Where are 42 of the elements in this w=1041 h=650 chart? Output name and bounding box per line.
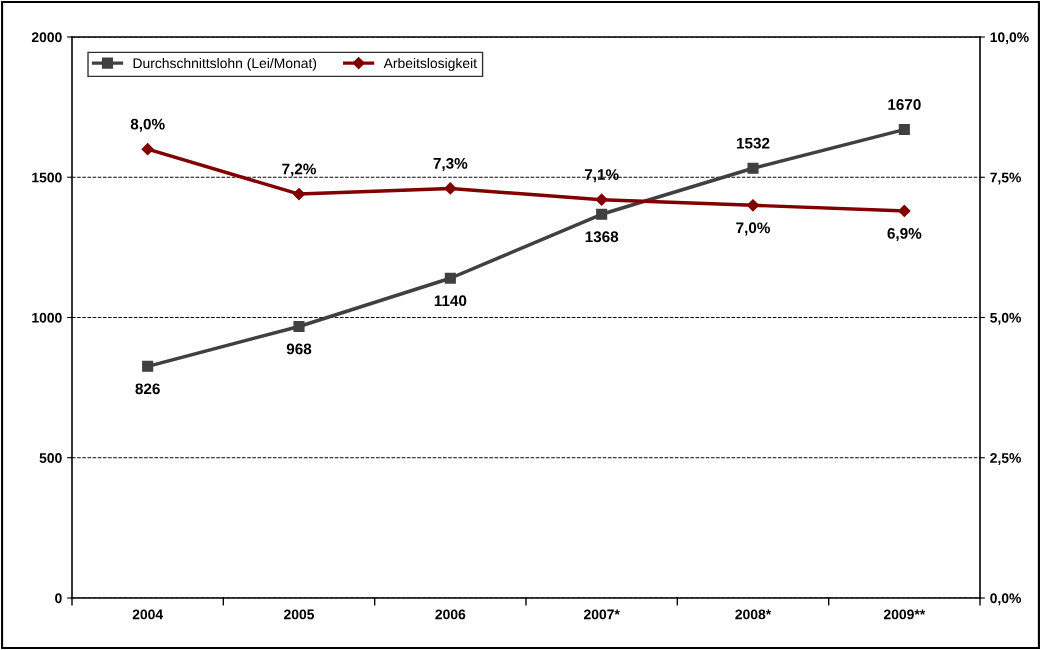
point (596, 208, 608, 220)
data-label: 968 (286, 343, 312, 355)
x-tick-label: 2005 (284, 609, 315, 620)
y-tick-label: 2000 (31, 32, 62, 43)
data-label: 1368 (585, 231, 619, 243)
x-tick-label: 2006 (435, 609, 466, 620)
point (292, 187, 306, 201)
data-label: 1670 (888, 99, 921, 110)
point (141, 143, 154, 156)
point (142, 360, 154, 372)
y2-tick-label: 5,0% (990, 312, 1022, 325)
data-label: 826 (135, 383, 160, 395)
y-tick-label: 500 (39, 453, 62, 463)
data-label: 1532 (736, 137, 770, 149)
point (595, 193, 608, 206)
point (898, 124, 910, 136)
legend-label: Durchschnittslohn (Lei/Monat) (133, 57, 317, 71)
y2-tick-label: 2,5% (990, 453, 1022, 465)
x-tick-label: 2009** (883, 609, 926, 620)
legend-label: Arbeitslosigkeit (383, 57, 477, 71)
point (293, 320, 305, 333)
point (444, 182, 457, 195)
point (746, 199, 760, 212)
data-label: 8,0% (130, 118, 165, 132)
y2-tick-label: 0,0% (990, 593, 1022, 606)
y-tick-label: 1500 (32, 172, 62, 183)
data-label: 1140 (434, 295, 467, 307)
x-tick-label: 2008* (735, 609, 772, 620)
y-tick-label: 0 (55, 593, 62, 604)
y-tick-label: 1000 (32, 312, 62, 323)
data-label: 7,3% (433, 157, 468, 171)
x-tick-label: 2004 (132, 609, 164, 620)
y2-tick-label: 10,0% (990, 32, 1029, 45)
y2-tick-label: 7,5% (990, 172, 1022, 185)
point (444, 272, 456, 284)
point (898, 204, 911, 218)
data-label: 7,2% (282, 163, 317, 177)
data-label: 7,0% (736, 222, 771, 236)
x-tick-label: 2007* (584, 609, 620, 620)
data-label: 6,9% (887, 227, 922, 242)
data-label: 7,1% (584, 169, 619, 183)
point (747, 162, 759, 174)
